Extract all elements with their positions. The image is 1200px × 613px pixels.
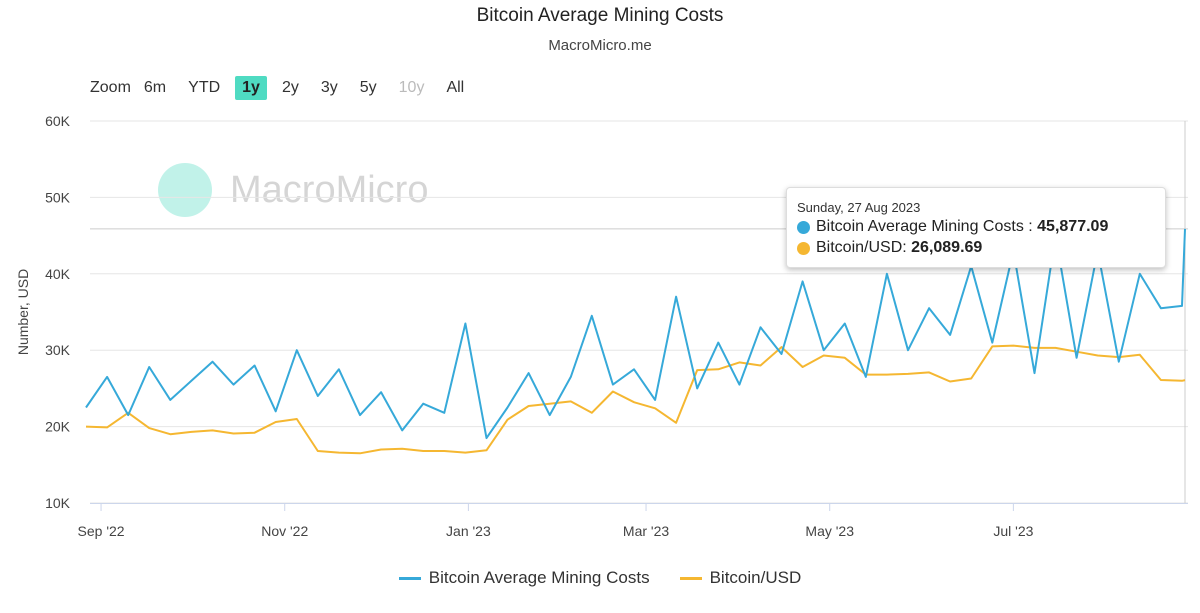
x-tick-label: Sep '22 [78,523,125,539]
y-tick-label: 30K [45,342,71,358]
series-dot-icon [797,220,810,234]
x-tick-label: Nov '22 [261,523,308,539]
y-axis-title: Number, USD [15,269,31,355]
legend-label: Bitcoin/USD [709,568,802,587]
y-tick-label: 20K [45,419,71,435]
tooltip: Sunday, 27 Aug 2023 Bitcoin Average Mini… [786,187,1166,268]
range-10y-button: 10y [398,79,425,96]
x-tick-label: Jan '23 [446,523,491,539]
tooltip-date: Sunday, 27 Aug 2023 [797,200,921,215]
range-ytd-button[interactable]: YTD [188,79,221,96]
chart-title: Bitcoin Average Mining Costs [476,5,724,26]
legend-label: Bitcoin Average Mining Costs [428,568,650,587]
macromicro-logo-icon [158,163,212,217]
macromicro-watermark: MacroMicro [158,163,428,217]
zoom-label: Zoom [90,79,131,96]
y-tick-label: 60K [45,113,71,129]
x-tick-label: Mar '23 [623,523,669,539]
range-all-button[interactable]: All [446,79,465,96]
range-5y-button[interactable]: 5y [359,79,377,96]
y-tick-label: 10K [45,495,71,511]
tooltip-label: Bitcoin Average Mining Costs : [816,218,1038,235]
legend: Bitcoin Average Mining Costs Bitcoin/USD [0,568,1200,588]
range-6m-button[interactable]: 6m [143,79,167,96]
y-tick-label: 40K [45,266,71,282]
range-2y-button[interactable]: 2y [281,79,299,96]
y-tick-label: 50K [45,189,71,205]
legend-item-btc-usd[interactable]: Bitcoin/USD [679,568,802,588]
tooltip-row-btc-usd: Bitcoin/USD: 26,089.69 [797,239,982,257]
series-line-btc-usd [85,344,1186,455]
legend-line-icon [398,576,421,580]
chart-subtitle: MacroMicro.me [548,37,652,54]
range-1y-button[interactable]: 1y [235,76,267,100]
x-tick-label: May '23 [805,523,854,539]
tooltip-label: Bitcoin/USD: [816,239,912,256]
x-tick-label: Jul '23 [993,523,1033,539]
range-3y-button[interactable]: 3y [320,79,338,96]
series-dot-icon [797,241,810,255]
legend-item-mining-costs[interactable]: Bitcoin Average Mining Costs [398,568,650,588]
series-line-mining-costs [85,228,1186,440]
tooltip-row-mining-costs: Bitcoin Average Mining Costs : 45,877.09 [797,218,1108,236]
tooltip-value: 26,089.69 [911,239,983,256]
tooltip-value: 45,877.09 [1037,218,1109,235]
legend-line-icon [679,576,702,580]
range-selector: Zoom 6m YTD 1y 2y 3y 5y 10y All [84,76,479,100]
watermark-text: MacroMicro [230,168,429,211]
